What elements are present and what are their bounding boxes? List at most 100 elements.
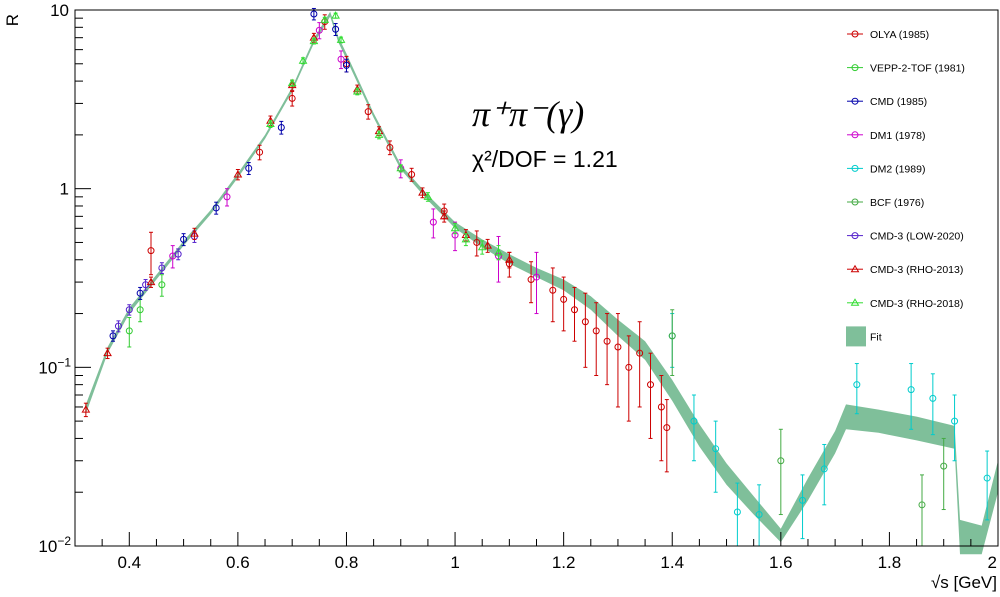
- data-point: [918, 501, 926, 509]
- data-point: [504, 255, 514, 263]
- data-point: [233, 170, 243, 178]
- data-point: [450, 223, 460, 232]
- data-point: [929, 394, 937, 402]
- data-point: [256, 148, 264, 156]
- data-point: [310, 10, 318, 18]
- legend-item: DM2 (1989): [847, 163, 925, 175]
- data-point: [180, 235, 188, 243]
- data-point: [657, 403, 665, 411]
- data-point: [386, 143, 394, 151]
- data-point: [603, 337, 611, 345]
- data-point: [477, 242, 487, 251]
- y-tick-label: 10: [50, 1, 69, 20]
- data-point: [287, 78, 297, 87]
- data-point: [690, 417, 698, 425]
- legend-item: CMD-3 (RHO-2018): [847, 298, 963, 310]
- series-7: [81, 32, 514, 418]
- data-point: [364, 108, 372, 116]
- x-axis-label: √s [GeV]: [931, 573, 997, 592]
- legend: OLYA (1985) VEPP-2-TOF (1981) CMD (1985) DM…: [846, 29, 965, 347]
- data-point: [907, 386, 915, 394]
- data-point: [733, 508, 741, 516]
- data-point: [190, 229, 199, 237]
- data-point: [223, 193, 231, 201]
- y-tick-label: 10−2: [38, 534, 71, 556]
- data-point: [109, 332, 117, 340]
- legend-label: OLYA (1985): [870, 29, 929, 41]
- data-point: [533, 273, 540, 281]
- data-points-layer: [81, 7, 991, 547]
- legend-label: DM1 (1978): [870, 130, 925, 142]
- series-5: [668, 309, 948, 547]
- data-point: [592, 327, 600, 335]
- x-tick-label: 1.4: [660, 553, 684, 572]
- data-point: [245, 164, 253, 172]
- data-point: [418, 188, 427, 196]
- x-tick-label: 1.2: [552, 553, 576, 572]
- data-point: [396, 163, 406, 172]
- data-point: [81, 405, 91, 413]
- legend-label: BCF (1976): [870, 197, 924, 209]
- legend-fit-swatch: [846, 326, 866, 347]
- data-point: [266, 119, 275, 128]
- data-point: [147, 247, 155, 255]
- legend-label: CMD-3 (LOW-2020): [870, 231, 964, 243]
- data-point: [136, 306, 144, 314]
- data-point: [212, 204, 220, 212]
- data-point: [158, 264, 166, 272]
- legend-marker: [851, 198, 859, 206]
- legend-label: VEPP-2-TOF (1981): [870, 63, 965, 75]
- data-point: [560, 295, 568, 303]
- legend-item: OLYA (1985): [847, 29, 929, 41]
- legend-label: CMD-3 (RHO-2018): [870, 298, 963, 310]
- series-2: [109, 7, 350, 342]
- data-point: [647, 381, 655, 389]
- process-title: π⁺π⁻(γ): [472, 94, 584, 134]
- data-point: [571, 306, 579, 314]
- legend-marker: [851, 30, 859, 38]
- data-point: [146, 277, 156, 286]
- x-tick-label: 1.8: [878, 553, 902, 572]
- data-point: [549, 286, 557, 294]
- data-point: [494, 247, 503, 256]
- data-point: [136, 289, 144, 297]
- data-point: [423, 192, 433, 200]
- data-point: [429, 218, 437, 226]
- axes-layer: 0.4 0.6 0.8 1 1.2 1.4 1.6 1.8 2 10 1 10−1 10−2: [38, 1, 999, 572]
- legend-marker: [851, 232, 859, 240]
- data-point: [288, 94, 296, 102]
- data-point: [309, 36, 319, 45]
- data-point: [332, 25, 340, 33]
- data-point: [315, 26, 323, 34]
- data-point: [439, 211, 449, 220]
- data-point: [125, 306, 133, 314]
- data-point: [820, 465, 828, 473]
- data-point: [712, 445, 720, 453]
- legend-item: DM1 (1978): [847, 130, 925, 142]
- y-axis-label: R: [3, 14, 22, 26]
- data-point: [668, 332, 676, 340]
- x-tick-label: 2: [988, 553, 997, 572]
- x-tick-label: 0.8: [335, 553, 359, 572]
- data-point: [777, 457, 785, 465]
- data-point: [799, 496, 807, 504]
- data-point: [483, 241, 493, 249]
- data-point: [352, 86, 362, 95]
- data-point: [581, 318, 589, 326]
- y-tick-label: 10−1: [38, 355, 71, 377]
- legend-label: CMD-3 (RHO-2013): [870, 264, 963, 276]
- x-tick-label: 1: [450, 553, 459, 572]
- legend-marker: [850, 298, 860, 306]
- legend-item: CMD-3 (LOW-2020): [847, 231, 964, 243]
- data-point: [337, 55, 345, 63]
- data-point: [158, 281, 166, 289]
- data-point: [461, 234, 471, 243]
- legend-item: CMD-3 (RHO-2013): [847, 264, 963, 276]
- data-point: [614, 343, 622, 351]
- data-point: [277, 123, 285, 131]
- legend-marker: [851, 97, 859, 105]
- data-point: [408, 171, 416, 179]
- data-point: [983, 474, 991, 482]
- data-point: [663, 424, 671, 432]
